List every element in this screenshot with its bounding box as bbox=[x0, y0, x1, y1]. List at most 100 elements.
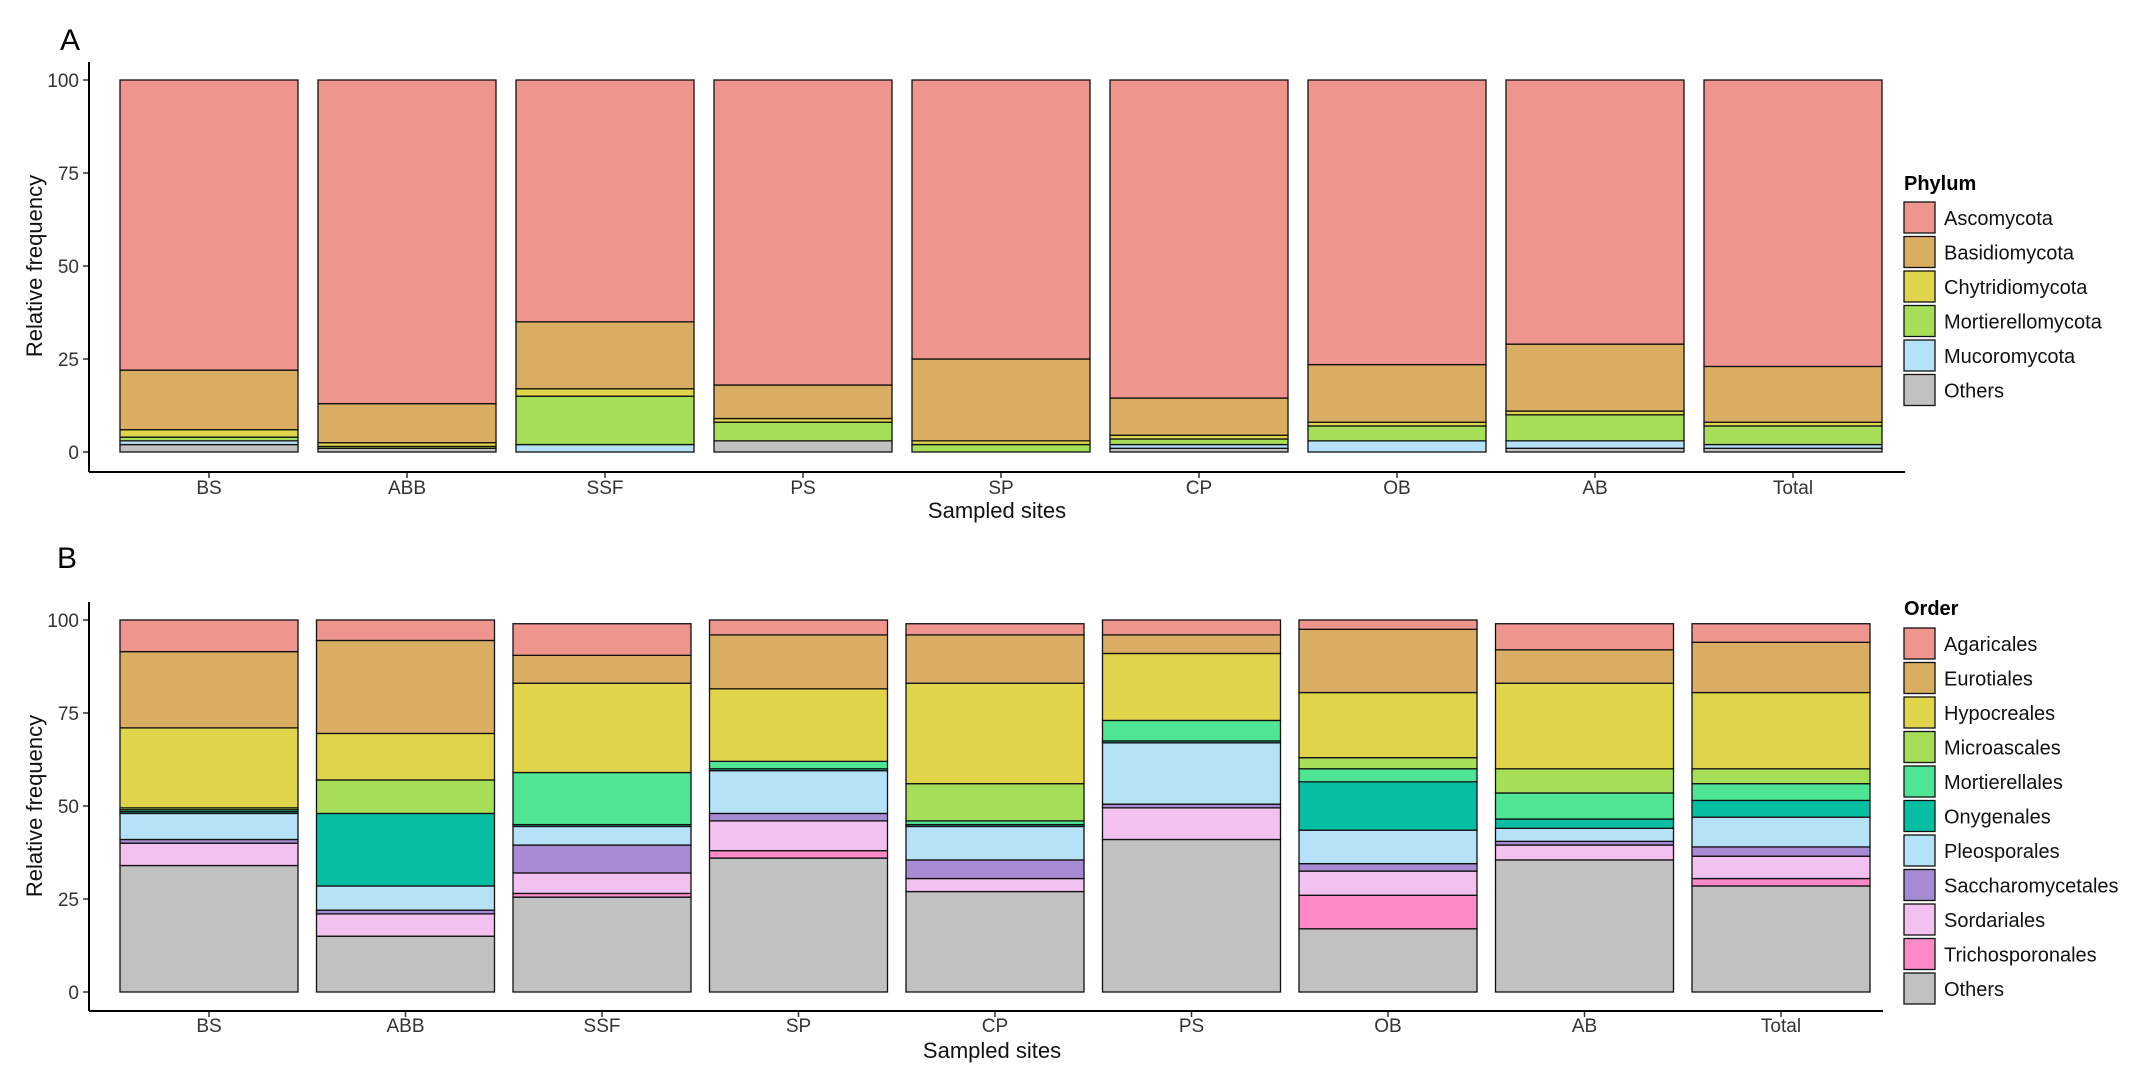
bar-segment-cp-hypocreales bbox=[905, 682, 1085, 785]
legend-swatch-saccharomycetales bbox=[1903, 868, 1936, 902]
bar-segment-ob-others bbox=[1298, 928, 1478, 993]
bar-segment-ob-ascomycota bbox=[1307, 79, 1487, 366]
y-tick-label-25: 25 bbox=[58, 890, 79, 911]
legend-label-ascomycota: Ascomycota bbox=[1944, 208, 2054, 230]
bar-segment-ssf-mortierellomycota bbox=[515, 395, 695, 446]
legend-swatch-eurotiales bbox=[1903, 661, 1936, 695]
x-tick-label-ab: AB bbox=[1582, 478, 1607, 499]
panel-label-a: A bbox=[60, 24, 80, 57]
y-tick-label-25: 25 bbox=[58, 350, 79, 371]
bar-segment-bs-chytridiomycota bbox=[119, 429, 299, 438]
x-tick-label-bs: BS bbox=[196, 478, 221, 499]
bar-segment-ab-microascales bbox=[1494, 768, 1675, 794]
bar-segment-ob-eurotiales bbox=[1298, 628, 1478, 694]
legend-label-mortierellales: Mortierellales bbox=[1944, 772, 2063, 794]
bar-segment-total-ascomycota bbox=[1703, 79, 1883, 368]
bar-segment-ab-ascomycota bbox=[1505, 79, 1685, 345]
bar-segment-ssf-sordariales bbox=[512, 872, 692, 895]
bar-segment-bs-others bbox=[119, 443, 299, 453]
bar-segment-bs-eurotiales bbox=[119, 650, 299, 729]
bar-segment-ob-onygenales bbox=[1298, 781, 1478, 831]
legend-label-trichosporonales: Trichosporonales bbox=[1944, 945, 2097, 967]
bar-segment-sp-mortierellales bbox=[708, 760, 889, 770]
bar-segment-ssf-mortierellales bbox=[512, 771, 692, 826]
bar-segment-cp-basidiomycota bbox=[1109, 397, 1289, 436]
legend-swatch-microascales bbox=[1903, 730, 1936, 764]
bar-segment-ssf-agaricales bbox=[512, 623, 692, 656]
legend-swatch-hypocreales bbox=[1903, 696, 1936, 729]
x-tick-label-cp: CP bbox=[982, 1016, 1008, 1037]
legend-swatch-pleosporales bbox=[1903, 834, 1936, 867]
y-axis-ticks-phylum: 0 25 50 75 100 bbox=[47, 71, 89, 464]
y-tick-label-50: 50 bbox=[58, 257, 79, 278]
bar-segment-ob-sordariales bbox=[1298, 870, 1478, 896]
bar-segment-ob-agaricales bbox=[1298, 619, 1478, 630]
bar-segment-ps-hypocreales bbox=[1101, 652, 1282, 722]
panel-a: A 0 25 50 75 100 BS ABB SSF PS SP CP OB AB Total Sam… bbox=[22, 24, 2103, 523]
bar-segment-ps-sordariales bbox=[1101, 807, 1282, 841]
bar-segment-abb-sordariales bbox=[315, 913, 496, 937]
bar-segment-cp-others bbox=[905, 890, 1085, 993]
legend-swatch-onygenales bbox=[1903, 799, 1936, 833]
bar-segment-ssf-hypocreales bbox=[512, 682, 692, 774]
bar-segment-cp-mortierellomycota bbox=[1109, 438, 1289, 446]
bar-segment-bs-pleosporales bbox=[119, 812, 299, 841]
bar-segment-cp-saccharomycetales bbox=[905, 859, 1085, 880]
bar-segment-total-onygenales bbox=[1691, 799, 1871, 818]
legend-label-mortierellomycota: Mortierellomycota bbox=[1944, 312, 2103, 334]
bar-segment-ab-basidiomycota bbox=[1505, 343, 1685, 412]
x-tick-label-sp: SP bbox=[988, 478, 1013, 499]
bar-segment-bs-hypocreales bbox=[119, 727, 299, 809]
x-axis-title-phylum: Sampled sites bbox=[928, 498, 1066, 523]
bar-segment-abb-agaricales bbox=[315, 619, 496, 642]
bar-segment-ssf-chytridiomycota bbox=[515, 388, 695, 397]
x-tick-label-ab: AB bbox=[1572, 1016, 1597, 1037]
bar-segment-ob-mortierellales bbox=[1298, 768, 1478, 783]
bar-segment-ab-pleosporales bbox=[1494, 827, 1675, 842]
legend-swatch-others bbox=[1903, 972, 1936, 1005]
legend-swatch-others bbox=[1903, 373, 1936, 407]
y-tick-label-100: 100 bbox=[47, 71, 79, 92]
x-tick-label-total: Total bbox=[1773, 478, 1813, 499]
bar-segment-sp-pleosporales bbox=[708, 770, 889, 815]
bar-segment-ps-others bbox=[1101, 838, 1282, 993]
bar-segment-total-basidiomycota bbox=[1703, 365, 1883, 423]
bar-segment-ob-pleosporales bbox=[1298, 829, 1478, 865]
bar-segment-ob-trichosporonales bbox=[1298, 894, 1478, 930]
bar-segment-ab-mortierellales bbox=[1494, 792, 1675, 820]
legend-swatch-basidiomycota bbox=[1903, 235, 1936, 269]
bar-segment-abb-eurotiales bbox=[315, 639, 496, 735]
x-tick-label-ssf: SSF bbox=[584, 1016, 621, 1037]
legend-swatch-ascomycota bbox=[1903, 201, 1936, 234]
stacked-bars-order bbox=[119, 619, 1871, 993]
bar-segment-ab-mucoromycota bbox=[1505, 440, 1685, 449]
bar-segment-ssf-saccharomycetales bbox=[512, 844, 692, 874]
legend-label-eurotiales: Eurotiales bbox=[1944, 669, 2033, 691]
x-tick-label-abb: ABB bbox=[386, 1016, 424, 1037]
x-axis-ticks-order: BS ABB SSF SP CP PS OB AB Total bbox=[196, 1011, 1801, 1037]
bar-segment-cp-pleosporales bbox=[905, 825, 1085, 861]
bar-segment-ps-pleosporales bbox=[1101, 742, 1282, 805]
bar-segment-ab-sordariales bbox=[1494, 844, 1675, 861]
bar-segment-ab-others bbox=[1494, 859, 1675, 993]
panel-b: B 0 25 50 75 100 BS ABB SSF SP CP PS OB AB Total Sam… bbox=[22, 542, 2119, 1063]
bar-segment-ob-mucoromycota bbox=[1307, 440, 1487, 453]
bar-segment-abb-onygenales bbox=[315, 812, 496, 887]
x-tick-label-bs: BS bbox=[196, 1016, 221, 1037]
bar-segment-ob-hypocreales bbox=[1298, 691, 1478, 759]
y-axis-ticks-order: 0 25 50 75 100 bbox=[47, 611, 89, 1004]
bar-segment-sp-ascomycota bbox=[911, 79, 1091, 360]
legend-phylum: Phylum Ascomycota Basidiomycota Chytridiom… bbox=[1903, 173, 2103, 407]
bar-segment-sp-hypocreales bbox=[708, 688, 889, 763]
bar-segment-cp-sordariales bbox=[905, 877, 1085, 893]
legend-title-phylum: Phylum bbox=[1904, 173, 1976, 195]
bar-segment-sp-eurotiales bbox=[708, 634, 889, 690]
bar-segment-bs-ascomycota bbox=[119, 79, 299, 371]
legend-label-microascales: Microascales bbox=[1944, 738, 2061, 760]
bar-segment-ps-others bbox=[713, 440, 893, 453]
bar-segment-abb-others bbox=[315, 935, 496, 993]
bar-segment-ab-hypocreales bbox=[1494, 682, 1675, 770]
legend-label-others: Others bbox=[1944, 381, 2004, 403]
legend-swatch-chytridiomycota bbox=[1903, 270, 1936, 303]
